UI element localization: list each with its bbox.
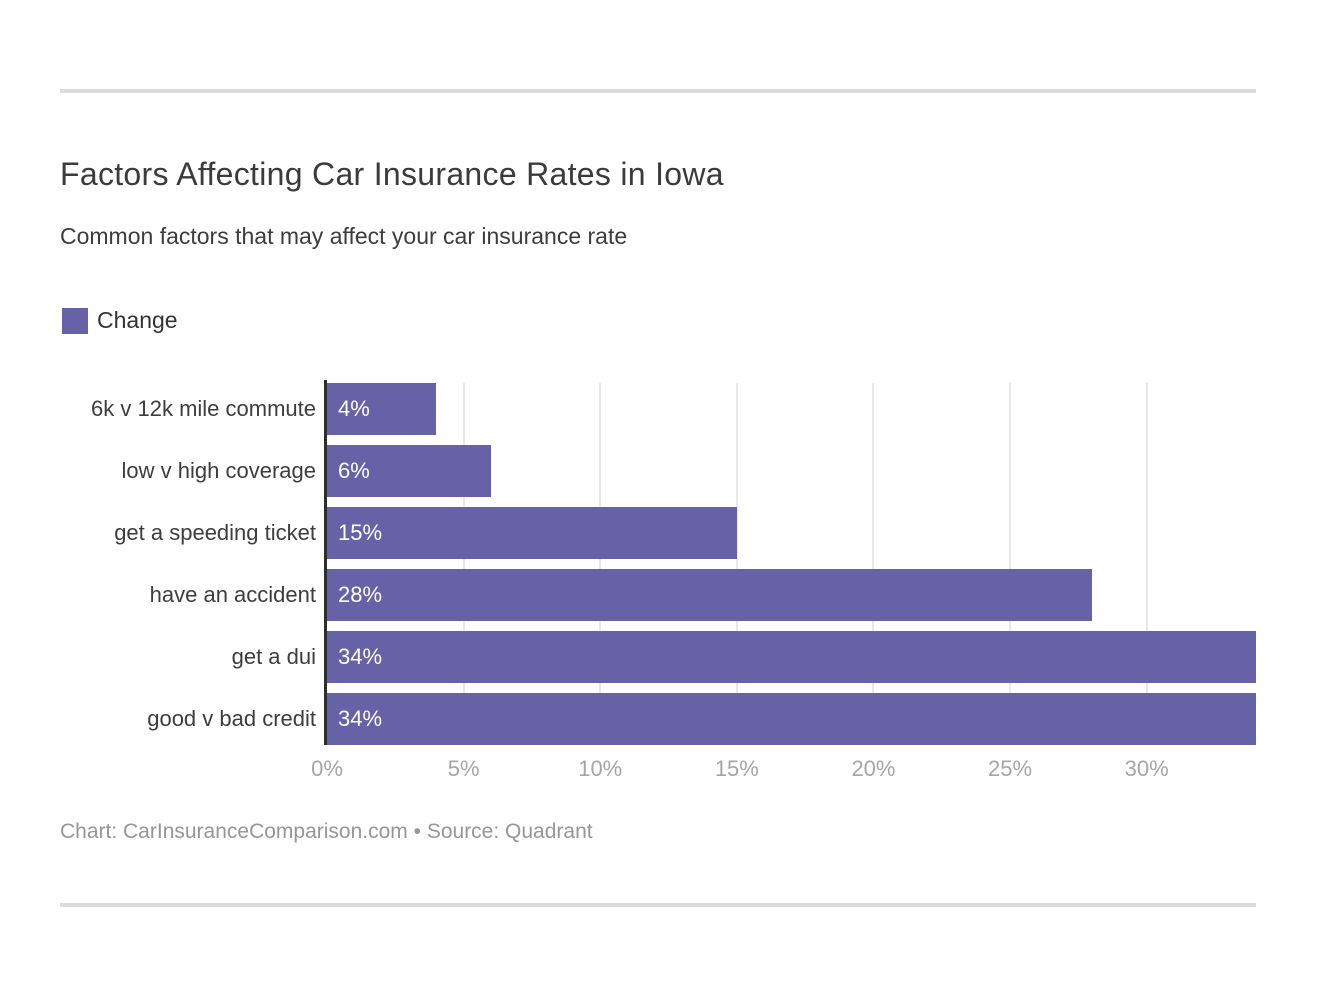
chart-row: get a speeding ticket 15%	[60, 507, 1256, 559]
bar-track: 34%	[327, 631, 1256, 683]
y-axis-line	[324, 380, 327, 745]
x-tick-label: 20%	[851, 756, 896, 781]
top-divider	[60, 89, 1256, 93]
x-tick-label: 25%	[988, 756, 1033, 781]
attribution-text: Chart: CarInsuranceComparison.com • Sour…	[60, 820, 593, 843]
legend-swatch-icon	[62, 307, 88, 334]
bottom-divider	[60, 903, 1256, 907]
x-tick-label: 15%	[714, 756, 759, 781]
gridline	[1009, 383, 1012, 745]
gridlines	[327, 383, 1256, 745]
gridline	[599, 383, 602, 745]
chart-row: 6k v 12k mile commute 4%	[60, 383, 1256, 435]
chart-row: have an accident 28%	[60, 569, 1256, 621]
category-label: get a dui	[231, 644, 316, 669]
category-label: get a speeding ticket	[114, 520, 316, 545]
category-label: have an accident	[149, 582, 316, 607]
chart-title: Factors Affecting Car Insurance Rates in…	[60, 156, 724, 192]
x-tick-label: 0%	[311, 756, 343, 781]
chart-row: get a dui 34%	[60, 631, 1256, 683]
chart-plot-area: 6k v 12k mile commute 4% low v high covera…	[60, 380, 1256, 745]
legend-item-change[interactable]: Change	[62, 307, 178, 334]
chart-subtitle: Common factors that may affect your car …	[60, 223, 628, 249]
bar-value-label: 34%	[338, 644, 383, 669]
chart-row: good v bad credit 34%	[60, 693, 1256, 745]
bar-track: 34%	[327, 693, 1256, 745]
category-label: low v high coverage	[121, 458, 316, 483]
bar-track: 15%	[327, 507, 1256, 559]
gridline	[872, 383, 875, 745]
x-axis: 0% 5% 10% 15% 20% 25% 30%	[311, 756, 1256, 792]
bar-low-v-high-coverage[interactable]: 6%	[327, 445, 491, 497]
x-tick-label: 10%	[578, 756, 623, 781]
chart-row: low v high coverage 6%	[60, 445, 1256, 497]
chart-rows: 6k v 12k mile commute 4% low v high covera…	[60, 383, 1256, 745]
gridline	[1145, 383, 1148, 745]
bar-value-label: 6%	[338, 458, 370, 483]
legend-label: Change	[97, 307, 178, 333]
gridline	[462, 383, 465, 745]
bar-6k-v-12k-mile-commute[interactable]: 4%	[327, 383, 437, 435]
bar-value-label: 15%	[338, 520, 383, 545]
bar-track: 4%	[327, 383, 1256, 435]
bar-value-label: 4%	[338, 396, 370, 421]
bar-get-a-dui[interactable]: 34%	[327, 631, 1256, 683]
x-tick-label: 5%	[447, 756, 480, 781]
bar-good-v-bad-credit[interactable]: 34%	[327, 693, 1256, 745]
category-label: good v bad credit	[147, 706, 316, 731]
gridline	[735, 383, 738, 745]
bar-value-label: 28%	[338, 582, 383, 607]
category-label: 6k v 12k mile commute	[91, 396, 316, 421]
bar-get-a-speeding-ticket[interactable]: 15%	[327, 507, 737, 559]
bar-track: 28%	[327, 569, 1256, 621]
bar-chart: 6k v 12k mile commute 4% low v high covera…	[60, 380, 1256, 792]
x-tick-label: 30%	[1124, 756, 1169, 781]
bar-track: 6%	[327, 445, 1256, 497]
bar-have-an-accident[interactable]: 28%	[327, 569, 1093, 621]
bar-value-label: 34%	[338, 706, 383, 731]
